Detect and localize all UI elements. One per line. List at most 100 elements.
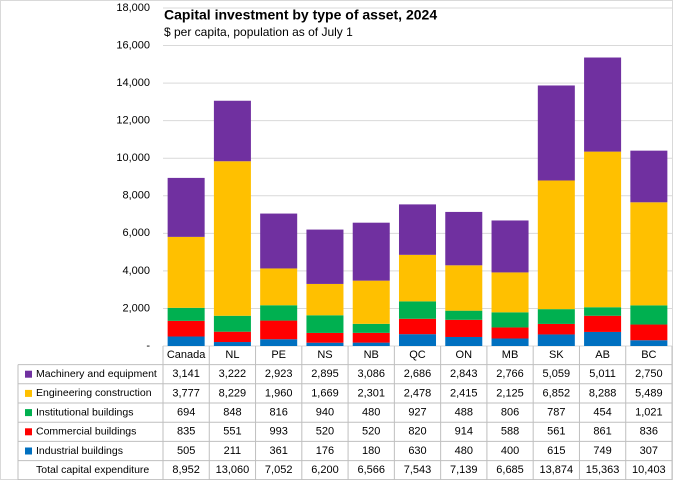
y-tick-label: 10,000 [116, 152, 150, 164]
table-cell: 2,415 [450, 387, 478, 399]
table-cell: 588 [501, 426, 519, 438]
table-cell: 3,777 [172, 387, 200, 399]
y-tick-label: 12,000 [116, 115, 150, 127]
y-tick-label: 18,000 [116, 2, 150, 14]
table-cell: 551 [223, 426, 241, 438]
table-cell: 1,021 [635, 407, 663, 419]
table-cell: 927 [408, 407, 426, 419]
bar-segment [398, 204, 437, 255]
total-cell: 15,363 [586, 464, 620, 476]
bar-segment [491, 327, 529, 339]
bar-segment [213, 331, 251, 343]
bar-segment [213, 100, 251, 162]
table-cell: 861 [593, 426, 611, 438]
total-cell: 10,403 [632, 464, 666, 476]
bar-segment [630, 324, 668, 341]
y-tick-label: 16,000 [116, 39, 150, 51]
bar-segment [398, 301, 437, 319]
bar-segment [167, 336, 205, 346]
bar-segment [445, 265, 483, 311]
bar-segment [306, 283, 344, 316]
table-cell: 307 [640, 445, 658, 457]
x-tick-label: SK [549, 349, 564, 361]
bar-segment [260, 339, 298, 346]
table-cell: 816 [270, 407, 288, 419]
bar-segment [537, 85, 575, 181]
bar-segment [306, 315, 344, 333]
table-cell: 8,229 [219, 387, 247, 399]
table-cell: 480 [455, 445, 473, 457]
bar-segment [398, 318, 437, 335]
table-cell: 630 [408, 445, 426, 457]
total-cell: 7,543 [404, 464, 432, 476]
y-tick-label: 8,000 [122, 190, 150, 202]
table-cell: 505 [177, 445, 195, 457]
x-tick-label: NB [364, 349, 379, 361]
table-cell: 836 [640, 426, 658, 438]
bar-segment [584, 331, 622, 346]
bar-segment [398, 254, 437, 302]
table-cell: 787 [547, 407, 565, 419]
table-cell: 2,686 [404, 368, 432, 380]
bar-segment [491, 338, 529, 346]
table-cell: 5,059 [543, 368, 571, 380]
table-cell: 480 [362, 407, 380, 419]
bar-segment [584, 151, 622, 308]
table-cell: 806 [501, 407, 519, 419]
total-cell: 6,685 [496, 464, 524, 476]
chart-title: Capital investment by type of asset, 202… [164, 7, 437, 23]
table-cell: 940 [316, 407, 334, 419]
bar-segment [352, 222, 390, 281]
total-cell: 13,874 [539, 464, 573, 476]
table-cell: 488 [455, 407, 473, 419]
table-cell: 2,766 [496, 368, 524, 380]
bar-segment [630, 340, 668, 346]
total-label: Total capital expenditure [36, 464, 149, 476]
table-cell: 3,086 [357, 368, 385, 380]
x-tick-label: Canada [167, 349, 206, 361]
table-cell: 694 [177, 407, 195, 419]
table-cell: 749 [593, 445, 611, 457]
total-cell: 8,952 [172, 464, 200, 476]
total-cell: 6,566 [357, 464, 385, 476]
bar-segment [491, 220, 529, 273]
bar-segment [584, 315, 622, 332]
legend-label: Machinery and equipment [36, 368, 157, 380]
total-cell: 7,139 [450, 464, 478, 476]
table-cell: 835 [177, 426, 195, 438]
table-cell: 3,222 [219, 368, 247, 380]
legend-label: Engineering construction [36, 387, 152, 399]
bar-segment [260, 213, 298, 269]
x-tick-label: PE [271, 349, 286, 361]
total-cell: 13,060 [216, 464, 250, 476]
table-cell: 8,288 [589, 387, 617, 399]
table-cell: 2,895 [311, 368, 339, 380]
y-tick-label: 14,000 [116, 77, 150, 89]
bar-segment [167, 307, 205, 321]
table-cell: 520 [316, 426, 334, 438]
bar-segment [352, 280, 390, 324]
table-cell: 176 [316, 445, 334, 457]
table-cell: 361 [270, 445, 288, 457]
x-tick-label: BC [641, 349, 656, 361]
y-tick-label: - [146, 340, 150, 352]
table-cell: 2,301 [357, 387, 385, 399]
bar-segment [445, 336, 483, 346]
x-tick-label: MB [502, 349, 519, 361]
legend-label: Industrial buildings [36, 445, 123, 457]
x-tick-label: AB [595, 349, 610, 361]
total-cell: 7,052 [265, 464, 293, 476]
table-cell: 914 [455, 426, 473, 438]
x-tick-label: ON [456, 349, 473, 361]
bar-segment [167, 320, 205, 337]
table-cell: 561 [547, 426, 565, 438]
table-cell: 2,750 [635, 368, 663, 380]
legend-swatch [25, 428, 32, 436]
bar-segment [630, 150, 668, 203]
bar-segment [352, 342, 390, 346]
bar-segment [537, 180, 575, 310]
bar-segment [630, 202, 668, 306]
legend-swatch [25, 370, 32, 378]
